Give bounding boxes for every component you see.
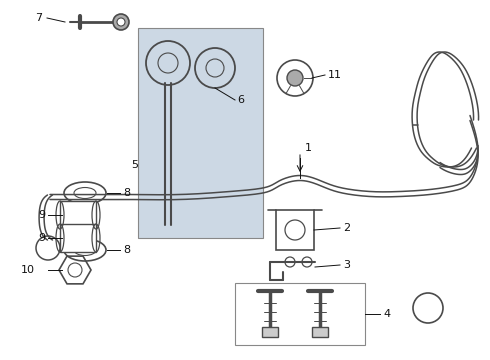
Text: 8: 8: [123, 245, 130, 255]
Bar: [262, 327, 278, 337]
Bar: [276, 210, 314, 250]
Bar: [60, 201, 96, 229]
Text: 2: 2: [343, 223, 350, 233]
Bar: [138, 28, 263, 238]
Text: 7: 7: [35, 13, 42, 23]
Text: 9: 9: [38, 210, 45, 220]
Text: 3: 3: [343, 260, 350, 270]
Text: 1: 1: [305, 143, 312, 153]
Text: 5: 5: [131, 160, 138, 170]
Circle shape: [287, 70, 303, 86]
Circle shape: [117, 18, 125, 26]
Bar: [235, 283, 365, 345]
Bar: [312, 327, 328, 337]
Text: 8: 8: [123, 188, 130, 198]
Circle shape: [113, 14, 129, 30]
Text: 10: 10: [21, 265, 35, 275]
Text: 4: 4: [383, 309, 390, 319]
Bar: [60, 224, 96, 252]
Text: 6: 6: [237, 95, 244, 105]
Text: 9: 9: [38, 233, 45, 243]
Text: 11: 11: [328, 70, 342, 80]
